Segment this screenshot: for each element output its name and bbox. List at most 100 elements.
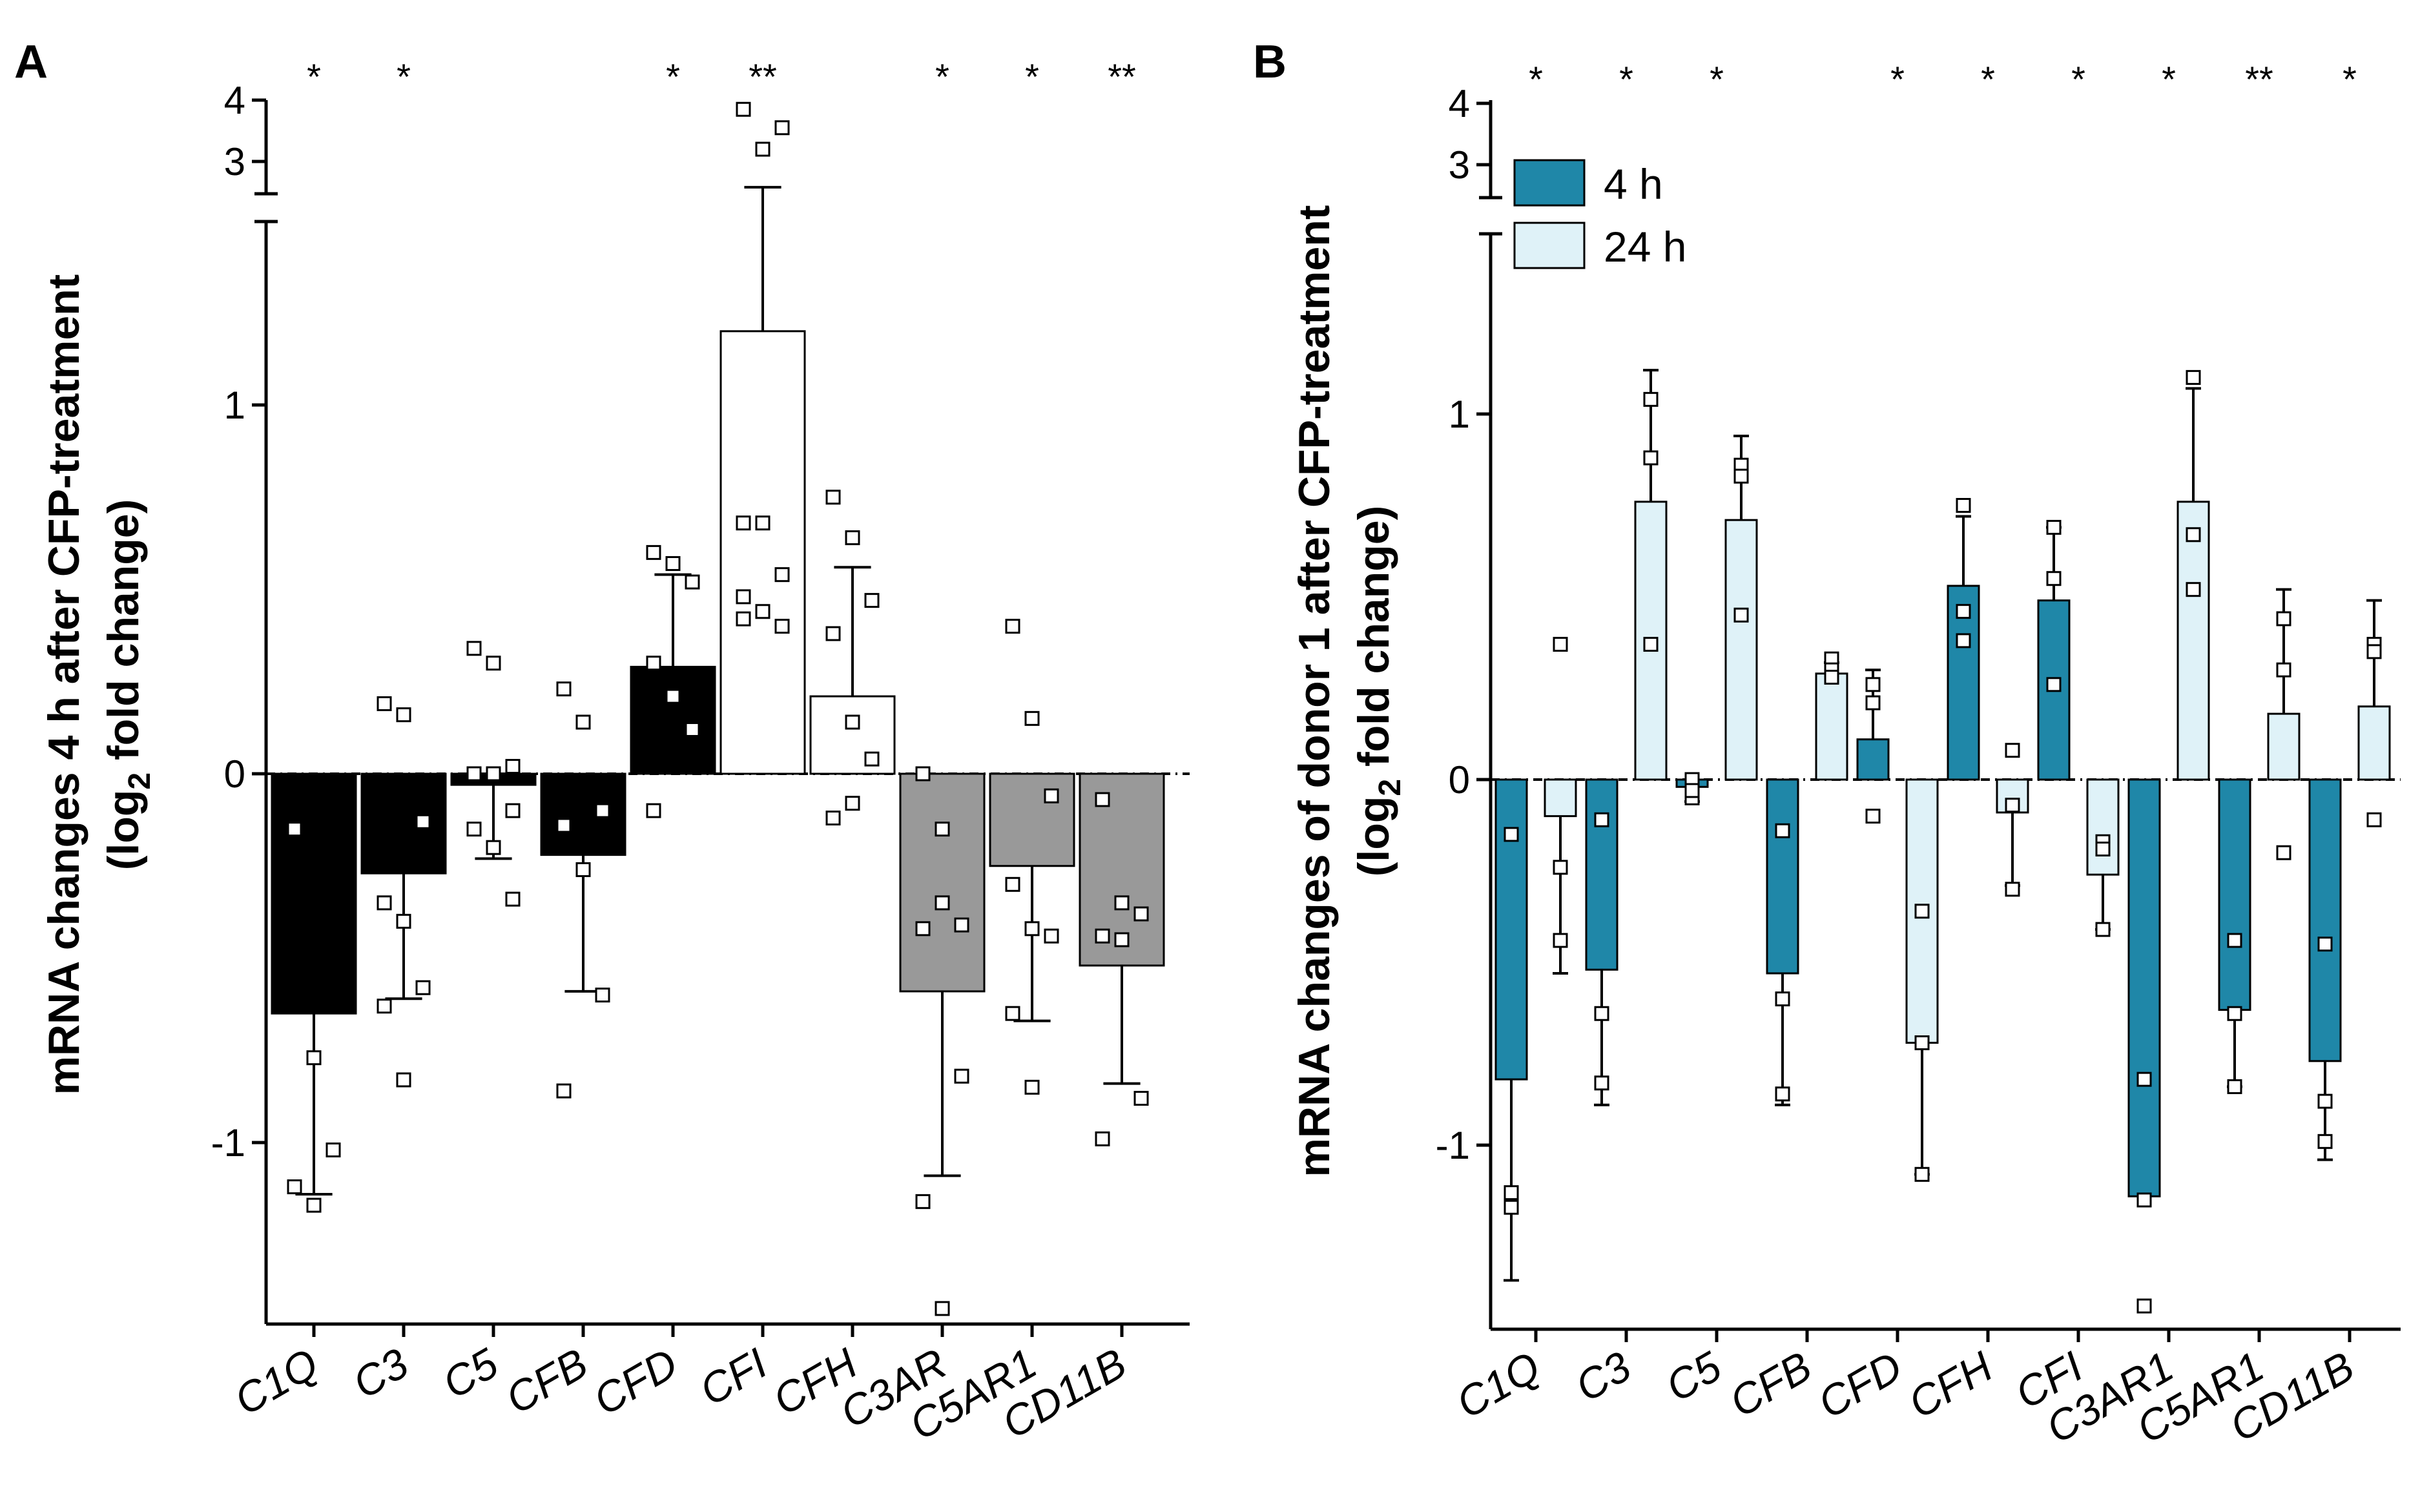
data-point (1594, 1006, 1609, 1021)
data-point (825, 811, 841, 826)
data-point (2317, 1134, 2333, 1149)
data-point (2276, 611, 2291, 627)
data-point (1133, 906, 1149, 922)
data-point (2186, 527, 2201, 543)
data-point (2095, 922, 2111, 937)
data-point (954, 917, 969, 933)
data-point (556, 1083, 572, 1099)
y-tick-label: 1 (1449, 393, 1470, 436)
significance-marker: * (1619, 59, 1633, 99)
data-point (1865, 809, 1881, 824)
panel-b-ylabel-pre: (log (1349, 796, 1398, 877)
data-point (2136, 1298, 2152, 1314)
data-point (1684, 783, 1700, 798)
data-point (1733, 607, 1749, 623)
data-point (2046, 571, 2062, 586)
data-point (1775, 1086, 1790, 1102)
data-point (505, 759, 521, 774)
panel-a-ylabel-pre: (log (99, 790, 148, 871)
data-point (845, 796, 860, 811)
data-point (646, 544, 661, 560)
data-point (774, 567, 790, 583)
significance-marker: ** (749, 56, 777, 97)
data-point (1775, 823, 1790, 838)
category-label: C3 (345, 1339, 416, 1407)
panel-a-ylabel-sub: 2 (123, 772, 157, 790)
data-point (685, 721, 700, 737)
data-point (287, 822, 302, 837)
data-point (736, 611, 751, 627)
bar (1724, 519, 1758, 781)
bar (1856, 738, 1890, 781)
data-point (1956, 498, 1971, 513)
bar (2086, 778, 2120, 876)
data-point (2227, 933, 2242, 948)
significance-marker: * (307, 56, 321, 97)
bar (1815, 672, 1848, 781)
data-point (1956, 604, 1971, 619)
data-point (915, 921, 931, 937)
data-point (505, 803, 521, 818)
significance-marker: * (397, 56, 411, 97)
bar (2127, 778, 2161, 1197)
data-point (825, 626, 841, 641)
panel-b-ylabel-sub: 2 (1373, 779, 1407, 796)
panel-b-label: B (1253, 36, 1287, 88)
significance-marker: * (2071, 59, 2085, 99)
category-label: C5 (435, 1339, 506, 1407)
data-point (1643, 637, 1659, 652)
bar (2308, 778, 2342, 1062)
data-point (755, 515, 770, 531)
data-point (774, 120, 790, 136)
data-point (935, 1301, 950, 1316)
data-point (2276, 662, 2291, 678)
bar (2177, 501, 2210, 781)
data-point (1044, 788, 1059, 803)
data-point (2186, 582, 2201, 597)
data-point (2227, 1006, 2242, 1021)
significance-marker: * (1529, 59, 1543, 99)
data-point (1956, 633, 1971, 648)
bar (540, 772, 626, 856)
panel-a-ylabel-post: fold change) (99, 499, 148, 772)
y-tick-label: 0 (1449, 758, 1470, 802)
data-point (556, 818, 572, 833)
data-point (2317, 1093, 2333, 1109)
data-point (595, 803, 610, 818)
data-point (486, 766, 501, 782)
data-point (1824, 670, 1839, 685)
y-tick-label: 0 (224, 752, 245, 796)
data-point (954, 1068, 969, 1084)
y-tick-label: -1 (1436, 1124, 1470, 1167)
data-point (1865, 695, 1881, 710)
data-point (825, 490, 841, 505)
data-point (1914, 1035, 1930, 1051)
data-point (646, 803, 661, 818)
data-point (864, 593, 880, 608)
bar (271, 772, 357, 1015)
data-point (1024, 921, 1040, 937)
panel-a-label: A (14, 36, 48, 88)
category-label: CFB (1722, 1342, 1819, 1426)
data-point (326, 1142, 341, 1157)
significance-marker: * (2342, 59, 2357, 99)
data-point (306, 1050, 322, 1066)
data-point (287, 1179, 302, 1195)
panel-b: B mRNA changes of donor 1 after CFP-trea… (1253, 36, 2401, 1453)
y-break-tick-label: 3 (1449, 143, 1470, 187)
data-point (685, 574, 700, 590)
data-point (2136, 1072, 2152, 1087)
data-point (1114, 932, 1130, 948)
legend-swatch-24h (1513, 222, 1586, 269)
data-point (2005, 882, 2020, 897)
data-point (646, 656, 661, 671)
data-point (466, 822, 482, 837)
data-point (915, 766, 931, 782)
panel-a-ylabel-line1: mRNA changes 4 h after CFP-treatment (39, 274, 88, 1095)
data-point (2005, 743, 2020, 758)
data-point (1024, 710, 1040, 726)
data-point (1005, 876, 1020, 892)
significance-marker: * (666, 56, 680, 97)
data-point (575, 862, 591, 877)
